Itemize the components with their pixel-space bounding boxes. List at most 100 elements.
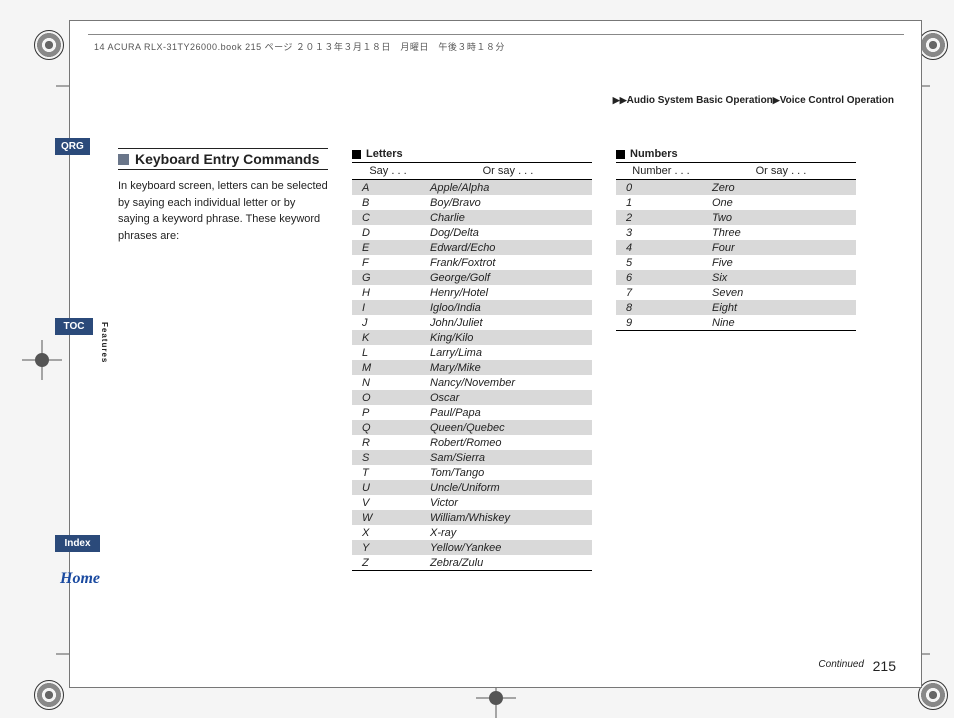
page-number: 215 xyxy=(873,658,896,674)
content-area: Keyboard Entry Commands In keyboard scre… xyxy=(118,148,899,648)
letter-value: Edward/Echo xyxy=(424,240,592,255)
letter-value: Dog/Delta xyxy=(424,225,592,240)
table-row: AApple/Alpha xyxy=(352,180,592,196)
section-title-text: Keyboard Entry Commands xyxy=(135,151,319,167)
letter-key: R xyxy=(352,435,424,450)
table-row: LLarry/Lima xyxy=(352,345,592,360)
letter-value: Paul/Papa xyxy=(424,405,592,420)
letter-value: Tom/Tango xyxy=(424,465,592,480)
letter-value: Boy/Bravo xyxy=(424,195,592,210)
letter-value: Igloo/India xyxy=(424,300,592,315)
number-key: 0 xyxy=(616,180,706,196)
number-key: 7 xyxy=(616,285,706,300)
number-key: 8 xyxy=(616,300,706,315)
table-row: QQueen/Quebec xyxy=(352,420,592,435)
letter-key: C xyxy=(352,210,424,225)
number-value: Five xyxy=(706,255,856,270)
cross-mark-ml xyxy=(22,340,62,380)
continued-label: Continued xyxy=(818,659,864,670)
letter-value: Frank/Foxtrot xyxy=(424,255,592,270)
numbers-table: Number . . . Or say . . . 0Zero1One2Two3… xyxy=(616,162,856,331)
table-row: TTom/Tango xyxy=(352,465,592,480)
table-row: 5Five xyxy=(616,255,856,270)
breadcrumb-part1: Audio System Basic Operation xyxy=(627,95,773,106)
breadcrumb-part2: Voice Control Operation xyxy=(780,95,894,106)
breadcrumb-sep2-icon: ▶ xyxy=(773,95,780,105)
letter-key: N xyxy=(352,375,424,390)
letter-key: K xyxy=(352,330,424,345)
letter-key: B xyxy=(352,195,424,210)
table-row: PPaul/Papa xyxy=(352,405,592,420)
number-value: One xyxy=(706,195,856,210)
letter-key: V xyxy=(352,495,424,510)
letter-key: Q xyxy=(352,420,424,435)
table-row: JJohn/Juliet xyxy=(352,315,592,330)
letter-value: Oscar xyxy=(424,390,592,405)
table-row: VVictor xyxy=(352,495,592,510)
letter-value: William/Whiskey xyxy=(424,510,592,525)
home-link[interactable]: Home xyxy=(60,570,100,588)
table-row: 7Seven xyxy=(616,285,856,300)
square-bullet-icon xyxy=(616,150,625,159)
table-row: BBoy/Bravo xyxy=(352,195,592,210)
letter-value: Nancy/November xyxy=(424,375,592,390)
letter-value: X-ray xyxy=(424,525,592,540)
table-row: CCharlie xyxy=(352,210,592,225)
numbers-title: Numbers xyxy=(616,148,856,160)
letter-key: I xyxy=(352,300,424,315)
table-row: UUncle/Uniform xyxy=(352,480,592,495)
table-row: EEdward/Echo xyxy=(352,240,592,255)
letter-value: Henry/Hotel xyxy=(424,285,592,300)
letter-value: Sam/Sierra xyxy=(424,450,592,465)
letters-table: Say . . . Or say . . . AApple/AlphaBBoy/… xyxy=(352,162,592,571)
crop-ornament-tr xyxy=(918,30,948,60)
letter-key: O xyxy=(352,390,424,405)
table-row: NNancy/November xyxy=(352,375,592,390)
letters-head-say: Say . . . xyxy=(352,163,424,180)
letter-value: Charlie xyxy=(424,210,592,225)
crop-ornament-bl xyxy=(34,680,64,710)
letter-value: Queen/Quebec xyxy=(424,420,592,435)
letter-key: X xyxy=(352,525,424,540)
number-key: 9 xyxy=(616,315,706,331)
crop-ornament-br xyxy=(918,680,948,710)
letters-title-text: Letters xyxy=(366,148,403,160)
table-row: IIgloo/India xyxy=(352,300,592,315)
number-value: Six xyxy=(706,270,856,285)
table-row: WWilliam/Whiskey xyxy=(352,510,592,525)
table-row: OOscar xyxy=(352,390,592,405)
number-value: Three xyxy=(706,225,856,240)
letter-value: Uncle/Uniform xyxy=(424,480,592,495)
table-row: FFrank/Foxtrot xyxy=(352,255,592,270)
sidebar-toc-button[interactable]: TOC xyxy=(55,318,93,335)
number-value: Seven xyxy=(706,285,856,300)
column-numbers: Numbers Number . . . Or say . . . 0Zero1… xyxy=(616,148,856,648)
table-row: YYellow/Yankee xyxy=(352,540,592,555)
letter-key: Z xyxy=(352,555,424,571)
table-row: XX-ray xyxy=(352,525,592,540)
table-row: 9Nine xyxy=(616,315,856,331)
number-value: Zero xyxy=(706,180,856,196)
section-body: In keyboard screen, letters can be selec… xyxy=(118,178,328,244)
table-row: DDog/Delta xyxy=(352,225,592,240)
column-letters: Letters Say . . . Or say . . . AApple/Al… xyxy=(352,148,592,648)
breadcrumb-sep-icon: ▶▶ xyxy=(613,95,627,105)
letter-key: A xyxy=(352,180,424,196)
number-key: 3 xyxy=(616,225,706,240)
letter-value: King/Kilo xyxy=(424,330,592,345)
table-row: 2Two xyxy=(616,210,856,225)
letter-value: Victor xyxy=(424,495,592,510)
features-label: Features xyxy=(100,322,109,363)
number-key: 4 xyxy=(616,240,706,255)
number-value: Four xyxy=(706,240,856,255)
letter-key: U xyxy=(352,480,424,495)
table-row: GGeorge/Golf xyxy=(352,270,592,285)
column-left: Keyboard Entry Commands In keyboard scre… xyxy=(118,148,328,648)
square-bullet-icon xyxy=(118,154,129,165)
sidebar-index-button[interactable]: Index xyxy=(55,535,100,552)
letter-key: H xyxy=(352,285,424,300)
sidebar-qrg-button[interactable]: QRG xyxy=(55,138,90,155)
table-row: HHenry/Hotel xyxy=(352,285,592,300)
section-title: Keyboard Entry Commands xyxy=(118,148,328,170)
table-row: 0Zero xyxy=(616,180,856,196)
